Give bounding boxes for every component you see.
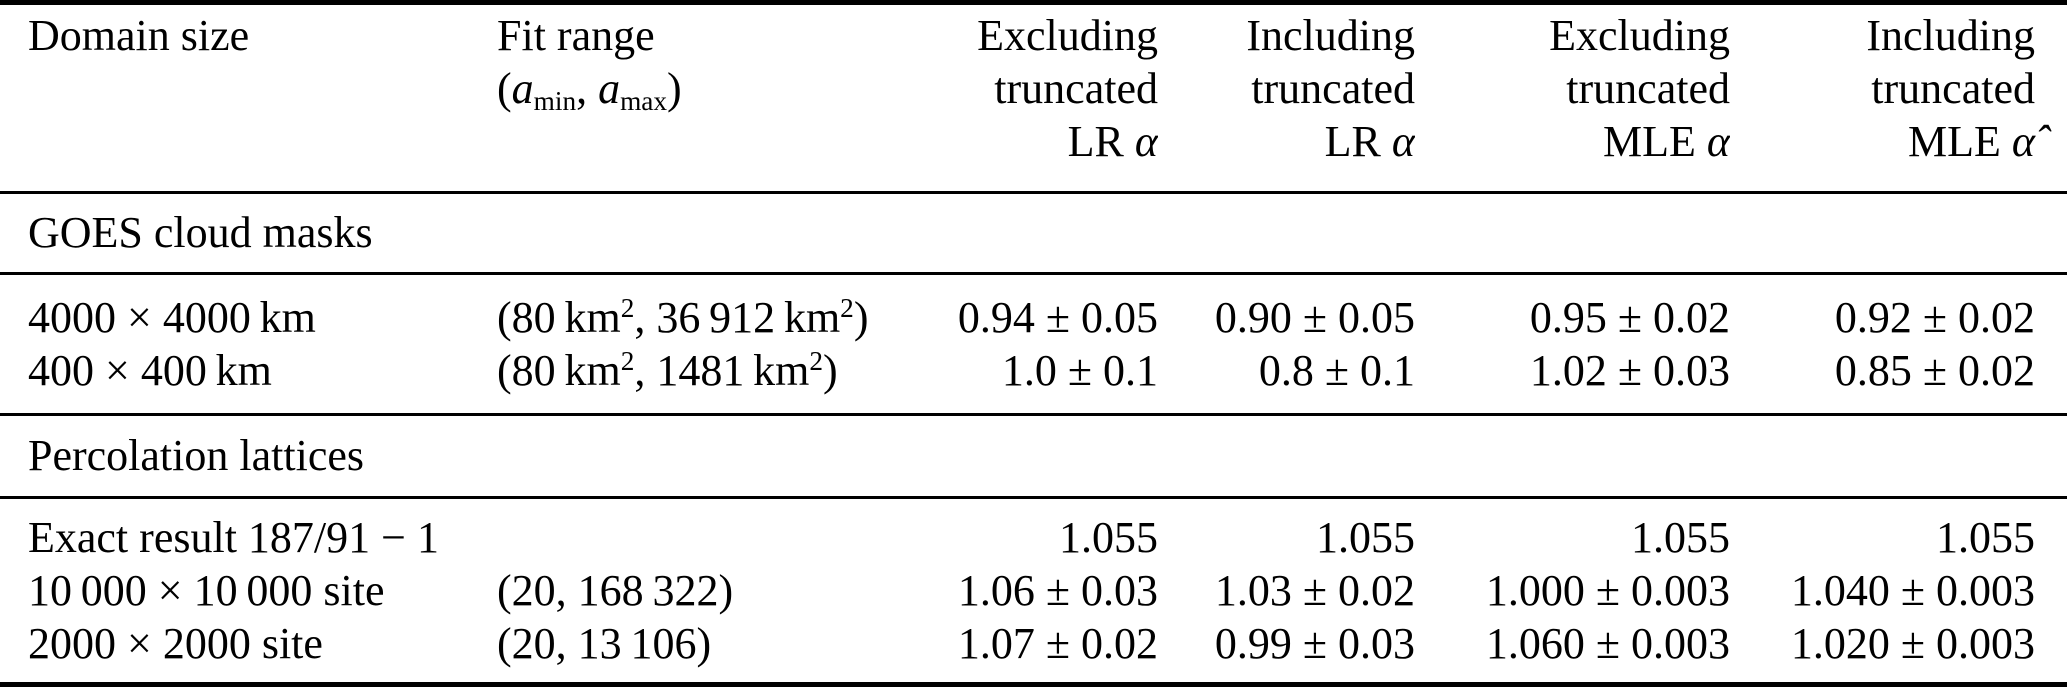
value-cell: 1.055 <box>1936 512 2035 562</box>
section-title-percolation: Percolation lattices <box>28 431 364 480</box>
header-line: Fit range <box>497 11 655 60</box>
header-line: truncated <box>1871 64 2035 113</box>
fit-range-cell: (80 km2, 1481 km2) <box>497 345 838 395</box>
table-bottom-rule <box>0 681 2067 687</box>
value-cell: 1.055 <box>1316 512 1415 562</box>
domain-size-cell: Exact result 187/91 − 1 <box>28 512 439 562</box>
section-goes: GOES cloud masks <box>0 192 2067 273</box>
header-line: Including <box>1866 11 2035 60</box>
fit-range-cell: (20, 13 106) <box>497 618 712 668</box>
domain-size-cell: 2000 × 2000 site <box>28 618 323 668</box>
table-row: Exact result 187/91 − 1 1.055 1.055 1.05… <box>0 497 2067 564</box>
table-top-rule <box>0 0 2067 5</box>
fit-range-cell <box>497 497 935 564</box>
value-cell: 0.8 ± 0.1 <box>1258 345 1415 395</box>
header-line: Excluding <box>977 11 1158 60</box>
value-cell: 0.99 ± 0.03 <box>1214 618 1415 668</box>
table-row: 2000 × 2000 site (20, 13 106) 1.07 ± 0.0… <box>0 617 2067 682</box>
value-cell: 1.06 ± 0.03 <box>957 565 1158 615</box>
header-line-alpha-hat: LR α̂ <box>1324 117 1415 166</box>
value-cell: 1.000 ± 0.003 <box>1485 565 1730 615</box>
value-cell: 0.90 ± 0.05 <box>1214 292 1415 342</box>
results-table: Domain size Fit range (amin, amax) Exclu… <box>0 5 2067 682</box>
value-cell: 1.02 ± 0.03 <box>1529 345 1730 395</box>
header-line-fit-range-math: (amin, amax) <box>497 64 682 116</box>
table-row: 400 × 400 km (80 km2, 1481 km2) 1.0 ± 0.… <box>0 344 2067 415</box>
col-header-lr-excluding: Excluding truncated LR α̂ <box>935 5 1158 192</box>
value-cell: 0.94 ± 0.05 <box>957 292 1158 342</box>
goes-data-rows: 4000 × 4000 km (80 km2, 36 912 km2) 0.94… <box>0 273 2067 414</box>
table-row: 10 000 × 10 000 site (20, 168 322) 1.06 … <box>0 564 2067 617</box>
value-cell: 1.03 ± 0.02 <box>1214 565 1415 615</box>
col-header-mle-including: Including truncated MLE α̂ <box>1730 5 2067 192</box>
header-line: truncated <box>1566 64 1730 113</box>
header-line: Including <box>1246 11 1415 60</box>
value-cell: 1.055 <box>1059 512 1158 562</box>
header-line: truncated <box>994 64 1158 113</box>
value-cell: 0.85 ± 0.02 <box>1834 345 2035 395</box>
header-line-alpha-hat: MLE α̂ <box>1908 117 2035 166</box>
value-cell: 1.060 ± 0.003 <box>1485 618 1730 668</box>
fit-range-cell: (80 km2, 36 912 km2) <box>497 292 869 342</box>
col-header-domain-size: Domain size <box>0 5 497 192</box>
header-line-alpha-hat: MLE α̂ <box>1603 117 1730 166</box>
header-line: Excluding <box>1549 11 1730 60</box>
value-cell: 1.020 ± 0.003 <box>1790 618 2035 668</box>
col-header-lr-including: Including truncated LR α̂ <box>1158 5 1415 192</box>
section-title-row: GOES cloud masks <box>0 192 2067 273</box>
col-header-fit-range: Fit range (amin, amax) <box>497 5 935 192</box>
header-row: Domain size Fit range (amin, amax) Exclu… <box>0 5 2067 192</box>
header-line-alpha-hat: LR α̂ <box>1067 117 1158 166</box>
table-header: Domain size Fit range (amin, amax) Exclu… <box>0 5 2067 192</box>
header-line: truncated <box>1251 64 1415 113</box>
value-cell: 1.040 ± 0.003 <box>1790 565 2035 615</box>
value-cell: 0.92 ± 0.02 <box>1834 292 2035 342</box>
value-cell: 1.055 <box>1631 512 1730 562</box>
header-line: Domain size <box>28 11 250 60</box>
section-title-row: Percolation lattices <box>0 414 2067 497</box>
section-title-goes: GOES cloud masks <box>28 208 373 257</box>
domain-size-cell: 4000 × 4000 km <box>28 292 316 342</box>
domain-size-cell: 400 × 400 km <box>28 345 272 395</box>
domain-size-cell: 10 000 × 10 000 site <box>28 565 385 615</box>
value-cell: 0.95 ± 0.02 <box>1529 292 1730 342</box>
fit-range-cell: (20, 168 322) <box>497 565 734 615</box>
col-header-mle-excluding: Excluding truncated MLE α̂ <box>1415 5 1730 192</box>
table-row: 4000 × 4000 km (80 km2, 36 912 km2) 0.94… <box>0 273 2067 344</box>
value-cell: 1.07 ± 0.02 <box>957 618 1158 668</box>
section-percolation: Percolation lattices <box>0 414 2067 497</box>
value-cell: 1.0 ± 0.1 <box>1001 345 1158 395</box>
percolation-data-rows: Exact result 187/91 − 1 1.055 1.055 1.05… <box>0 497 2067 682</box>
